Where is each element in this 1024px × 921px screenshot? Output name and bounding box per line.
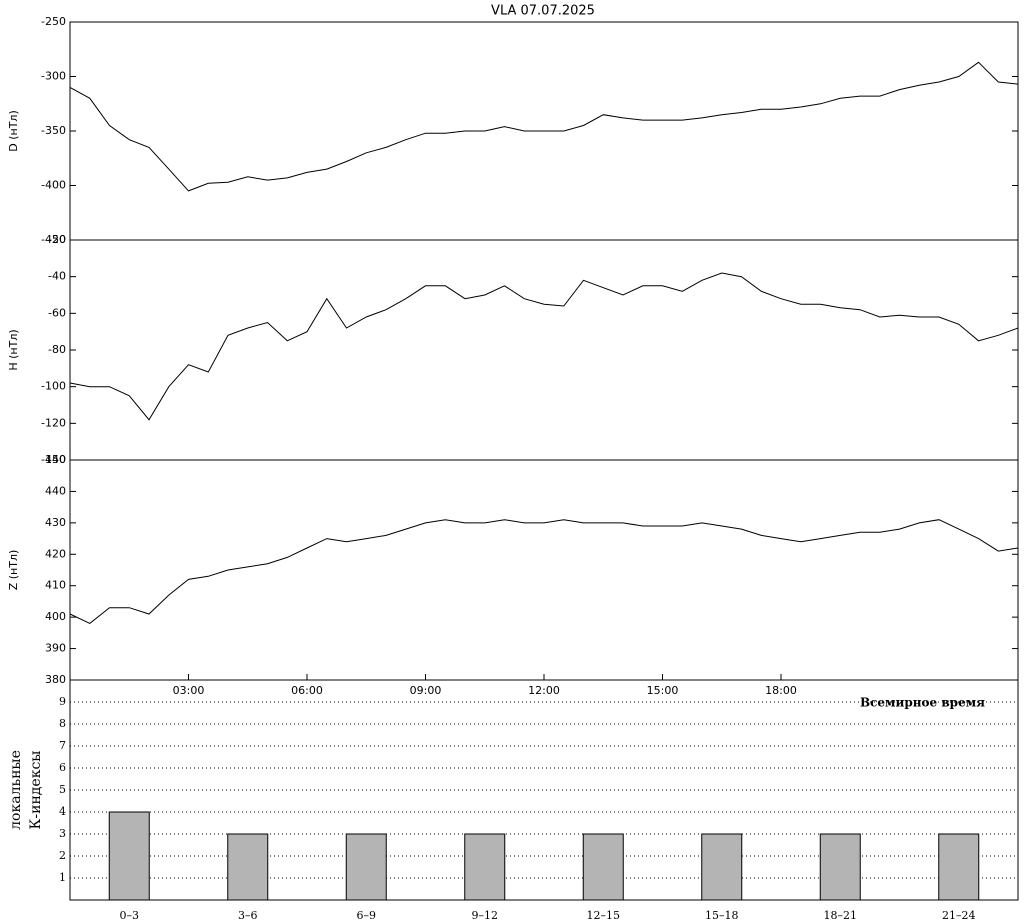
bar: [701, 833, 743, 901]
y-axis-label: Z (нТл): [7, 550, 20, 591]
y-tick-label: 3: [59, 827, 66, 840]
x-tick-label: 12–15: [587, 909, 621, 921]
y-tick-label: -350: [41, 124, 66, 137]
x-tick-label: 15:00: [647, 684, 679, 697]
y-tick-label: 430: [45, 516, 66, 529]
x-tick-label: 3–6: [238, 909, 258, 921]
y-tick-label: -120: [41, 416, 66, 429]
y-tick-label: 1: [59, 871, 66, 884]
y-tick-label: 4: [59, 805, 66, 818]
x-tick-label: 15–18: [705, 909, 739, 921]
y-tick-label: -100: [41, 380, 66, 393]
y-tick-label: 450: [45, 453, 66, 466]
y-tick-label: -400: [41, 179, 66, 192]
y-tick-label: 410: [45, 579, 66, 592]
y-tick-label: -60: [48, 306, 66, 319]
plot-frame: [69, 239, 1019, 461]
y-tick-label: 390: [45, 642, 66, 655]
x-tick-label: 03:00: [173, 684, 205, 697]
chart-title: VLA 07.07.2025: [491, 4, 595, 19]
y-tick-label: 400: [45, 610, 66, 623]
y-axis-label: H (нТл): [7, 329, 20, 370]
x-tick-label: 06:00: [291, 684, 323, 697]
data-line: [69, 272, 1019, 421]
x-tick-label: 12:00: [528, 684, 560, 697]
y-tick-label: 5: [59, 783, 66, 796]
x-tick-label: 6–9: [357, 909, 377, 921]
bar: [819, 833, 861, 901]
x-tick-label: 18–21: [824, 909, 858, 921]
y-tick-label: 6: [59, 761, 66, 774]
x-tick-label: 18:00: [765, 684, 797, 697]
data-line: [69, 61, 1019, 192]
y-tick-label: -40: [48, 270, 66, 283]
bar: [938, 833, 980, 901]
y-tick-label: 380: [45, 673, 66, 686]
bar: [345, 833, 387, 901]
y-tick-label: -450: [41, 233, 66, 246]
y-axis-label: К-индексы: [28, 751, 44, 830]
plot-frame: [69, 679, 1019, 901]
x-tick-label: 0–3: [120, 909, 140, 921]
y-tick-label: -250: [41, 15, 66, 28]
y-tick-label: -20: [48, 233, 66, 246]
y-tick-label: -80: [48, 343, 66, 356]
plot-frame: [69, 459, 1019, 681]
x-tick-label: 21–24: [942, 909, 976, 921]
y-tick-label: 8: [59, 717, 66, 730]
y-tick-label: 440: [45, 484, 66, 497]
x-tick-label: 9–12: [472, 909, 499, 921]
y-axis-label: D (нТл): [7, 110, 20, 152]
y-tick-label: 7: [59, 739, 66, 752]
y-axis-label: локальные: [8, 750, 24, 830]
bar: [108, 811, 150, 901]
bar: [582, 833, 624, 901]
x-tick-label: 09:00: [410, 684, 442, 697]
y-tick-label: 9: [59, 695, 66, 708]
y-tick-label: 2: [59, 849, 66, 862]
data-line: [69, 519, 1019, 624]
bar: [464, 833, 506, 901]
y-tick-label: -140: [41, 453, 66, 466]
bar: [227, 833, 269, 901]
y-tick-label: -300: [41, 70, 66, 83]
y-tick-label: 420: [45, 547, 66, 560]
